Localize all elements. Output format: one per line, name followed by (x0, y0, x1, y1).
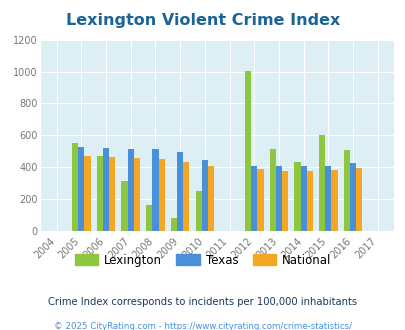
Bar (201, 160, 207, 231)
Text: © 2025 CityRating.com - https://www.cityrating.com/crime-statistics/: © 2025 CityRating.com - https://www.city… (54, 322, 351, 330)
Bar (343, 150, 349, 231)
Bar (127, 149, 134, 231)
Bar (134, 158, 140, 231)
Bar (109, 157, 115, 231)
Bar (183, 162, 189, 231)
Bar (275, 166, 281, 231)
Bar (294, 162, 300, 231)
Bar (355, 168, 361, 231)
Bar (171, 218, 177, 231)
Bar (158, 159, 164, 231)
Bar (324, 166, 330, 231)
Bar (318, 135, 324, 231)
Bar (78, 147, 84, 231)
Bar (195, 191, 201, 231)
Bar (207, 166, 213, 231)
Bar (244, 71, 251, 231)
Bar (177, 152, 183, 231)
Text: Crime Index corresponds to incidents per 100,000 inhabitants: Crime Index corresponds to incidents per… (48, 297, 357, 307)
Bar (269, 149, 275, 231)
Text: Lexington Violent Crime Index: Lexington Violent Crime Index (66, 13, 339, 28)
Bar (330, 170, 337, 231)
Bar (152, 149, 158, 231)
Bar (300, 166, 306, 231)
Legend: Lexington, Texas, National: Lexington, Texas, National (70, 249, 335, 271)
Bar (281, 171, 288, 231)
Bar (251, 166, 257, 231)
Bar (349, 163, 355, 231)
Bar (146, 205, 152, 231)
Bar (121, 181, 127, 231)
Bar (257, 169, 263, 231)
Bar (84, 156, 90, 231)
Bar (96, 156, 103, 231)
Bar (72, 143, 78, 231)
Bar (306, 171, 312, 231)
Bar (103, 148, 109, 231)
